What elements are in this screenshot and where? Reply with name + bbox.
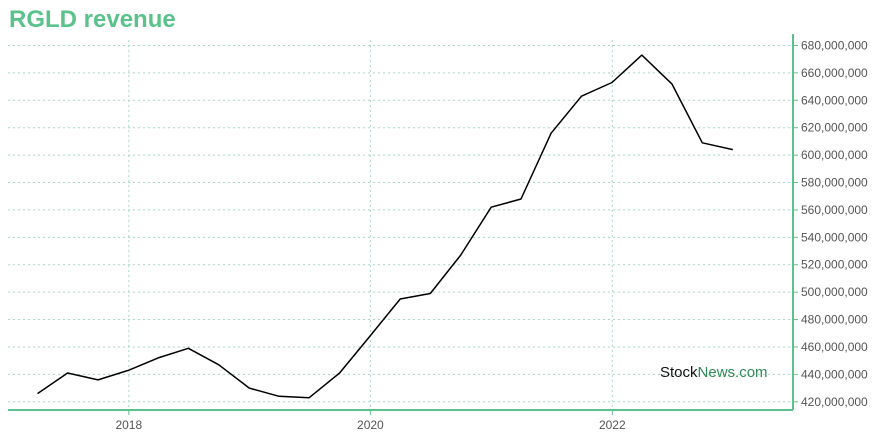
grid-lines bbox=[8, 40, 793, 410]
y-tick-label: 560,000,000 bbox=[801, 203, 868, 217]
chart-title: RGLD revenue bbox=[9, 6, 176, 33]
x-tick-label: 2022 bbox=[599, 418, 626, 432]
y-tick-label: 500,000,000 bbox=[801, 285, 868, 299]
series-group bbox=[37, 54, 733, 399]
stocknews-watermark: StockNews.com bbox=[660, 364, 768, 381]
y-tick-label: 480,000,000 bbox=[801, 313, 868, 327]
watermark-part1: Stock bbox=[660, 364, 698, 381]
revenue-line bbox=[37, 54, 733, 399]
x-tick-label: 2020 bbox=[357, 418, 384, 432]
y-tick-label: 660,000,000 bbox=[801, 66, 868, 80]
axes bbox=[8, 34, 798, 415]
y-tick-label: 540,000,000 bbox=[801, 230, 868, 244]
y-tick-label: 440,000,000 bbox=[801, 367, 868, 381]
x-tick-label: 2018 bbox=[115, 418, 142, 432]
y-tick-label: 680,000,000 bbox=[801, 38, 868, 52]
y-tick-label: 460,000,000 bbox=[801, 340, 868, 354]
watermark-part2: News.com bbox=[697, 364, 768, 381]
y-tick-label: 620,000,000 bbox=[801, 121, 868, 135]
x-axis-ticks: 2018 2020 2022 bbox=[115, 418, 626, 432]
y-axis-ticks: 420,000,000 440,000,000 460,000,000 480,000… bbox=[801, 38, 868, 408]
y-tick-label: 640,000,000 bbox=[801, 93, 868, 107]
y-tick-label: 580,000,000 bbox=[801, 176, 868, 190]
y-tick-label: 600,000,000 bbox=[801, 148, 868, 162]
y-tick-label: 520,000,000 bbox=[801, 258, 868, 272]
y-tick-label: 420,000,000 bbox=[801, 395, 868, 409]
